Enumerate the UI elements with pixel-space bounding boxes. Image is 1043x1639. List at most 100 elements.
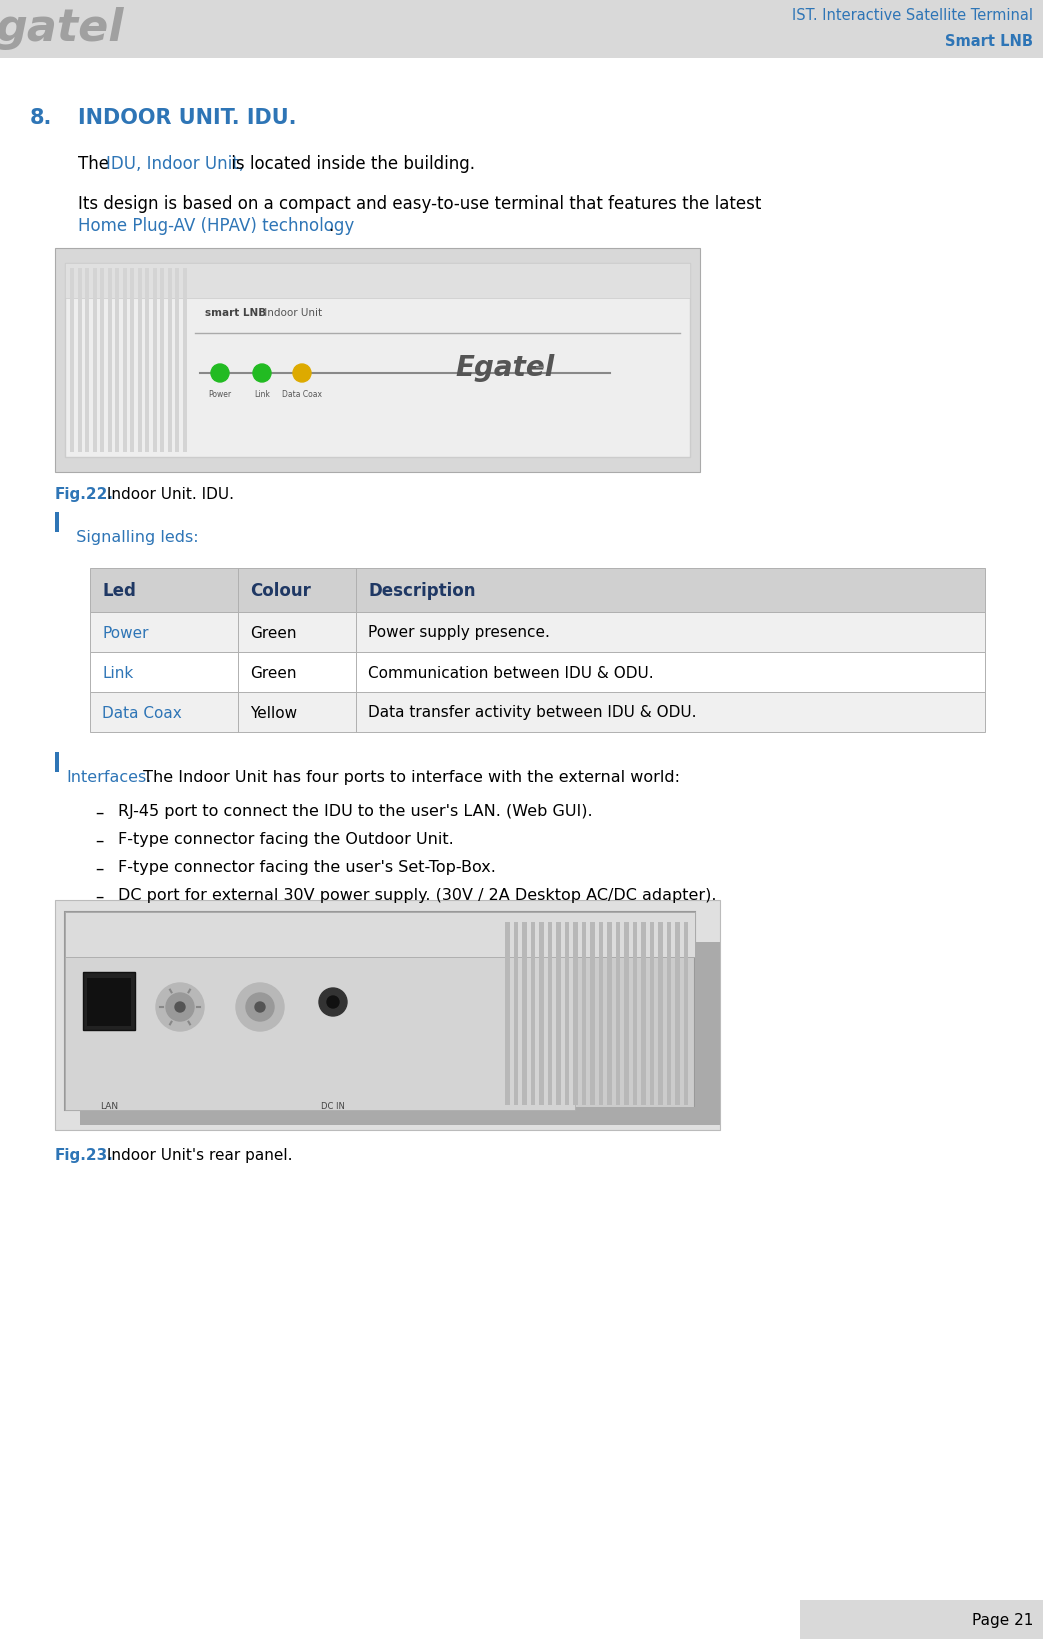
Bar bbox=[130, 269, 134, 452]
Text: Power supply presence.: Power supply presence. bbox=[368, 626, 550, 641]
Bar bbox=[175, 269, 179, 452]
Text: Home Plug-AV (HPAV) technology: Home Plug-AV (HPAV) technology bbox=[78, 216, 355, 234]
Text: Link: Link bbox=[254, 390, 270, 398]
Circle shape bbox=[254, 1001, 265, 1011]
Bar bbox=[145, 269, 149, 452]
Bar bbox=[77, 269, 81, 452]
Circle shape bbox=[166, 993, 194, 1021]
Bar bbox=[683, 923, 688, 1105]
Text: Indoor Unit's rear panel.: Indoor Unit's rear panel. bbox=[102, 1147, 292, 1164]
Text: Green: Green bbox=[250, 626, 296, 641]
Text: gatel: gatel bbox=[0, 8, 123, 51]
Text: F-type connector facing the user's Set-Top-Box.: F-type connector facing the user's Set-T… bbox=[118, 860, 495, 875]
Text: Smart LNB: Smart LNB bbox=[945, 34, 1033, 49]
Bar bbox=[168, 269, 171, 452]
Text: Description: Description bbox=[368, 582, 476, 600]
Text: Fig.23.: Fig.23. bbox=[55, 1147, 114, 1164]
Text: Green: Green bbox=[250, 665, 296, 680]
Bar bbox=[90, 652, 985, 692]
Text: Power: Power bbox=[209, 390, 232, 398]
Bar bbox=[582, 923, 586, 1105]
Text: Data Coax: Data Coax bbox=[102, 705, 181, 721]
Text: LAN: LAN bbox=[100, 1101, 118, 1111]
Bar bbox=[666, 923, 671, 1105]
Bar bbox=[539, 923, 543, 1105]
Bar bbox=[55, 900, 720, 1129]
Bar bbox=[160, 269, 164, 452]
Bar bbox=[599, 923, 603, 1105]
Bar bbox=[615, 923, 620, 1105]
Bar bbox=[65, 911, 695, 1110]
Circle shape bbox=[236, 983, 284, 1031]
Circle shape bbox=[328, 997, 339, 1008]
Bar bbox=[658, 923, 662, 1105]
Text: smart LNB: smart LNB bbox=[205, 308, 266, 318]
Bar bbox=[800, 1600, 1043, 1639]
Text: –: – bbox=[535, 359, 544, 377]
Bar bbox=[65, 957, 575, 1110]
Bar bbox=[641, 923, 646, 1105]
Circle shape bbox=[211, 364, 229, 382]
Text: .: . bbox=[328, 216, 334, 234]
Bar bbox=[65, 262, 690, 457]
Text: Indoor Unit. IDU.: Indoor Unit. IDU. bbox=[102, 487, 234, 502]
Bar bbox=[87, 978, 131, 1026]
Bar bbox=[556, 923, 560, 1105]
Bar bbox=[80, 1106, 720, 1124]
Text: DC port for external 30V power supply. (30V / 2A Desktop AC/DC adapter).: DC port for external 30V power supply. (… bbox=[118, 888, 717, 903]
Text: F-type connector facing the Outdoor Unit.: F-type connector facing the Outdoor Unit… bbox=[118, 833, 454, 847]
Bar bbox=[152, 269, 156, 452]
Text: Egatel: Egatel bbox=[455, 354, 554, 382]
Circle shape bbox=[293, 364, 311, 382]
Text: Data Coax: Data Coax bbox=[282, 390, 322, 398]
Text: Communication between IDU & ODU.: Communication between IDU & ODU. bbox=[368, 665, 654, 680]
Bar bbox=[632, 923, 637, 1105]
Text: INDOOR UNIT. IDU.: INDOOR UNIT. IDU. bbox=[78, 108, 296, 128]
Text: IST. Interactive Satellite Terminal: IST. Interactive Satellite Terminal bbox=[792, 8, 1033, 23]
Text: The: The bbox=[78, 156, 115, 174]
Circle shape bbox=[246, 993, 274, 1021]
Bar bbox=[675, 923, 679, 1105]
Text: Yellow: Yellow bbox=[250, 705, 297, 721]
Bar bbox=[138, 269, 142, 452]
Text: Led: Led bbox=[102, 582, 136, 600]
Text: Its design is based on a compact and easy-to-use terminal that features the late: Its design is based on a compact and eas… bbox=[78, 195, 761, 213]
Text: The Indoor Unit has four ports to interface with the external world:: The Indoor Unit has four ports to interf… bbox=[138, 770, 680, 785]
Text: Data transfer activity between IDU & ODU.: Data transfer activity between IDU & ODU… bbox=[368, 705, 697, 721]
Bar bbox=[65, 911, 695, 957]
Bar bbox=[573, 923, 578, 1105]
Bar bbox=[522, 923, 527, 1105]
Circle shape bbox=[253, 364, 271, 382]
Bar bbox=[513, 923, 518, 1105]
Bar bbox=[107, 269, 112, 452]
Text: Power: Power bbox=[102, 626, 148, 641]
Bar bbox=[183, 269, 187, 452]
Bar bbox=[55, 752, 59, 772]
Circle shape bbox=[319, 988, 347, 1016]
Text: Fig.22.: Fig.22. bbox=[55, 487, 114, 502]
Text: 8.: 8. bbox=[30, 108, 52, 128]
Bar bbox=[531, 923, 535, 1105]
Bar bbox=[115, 269, 119, 452]
Text: –: – bbox=[95, 805, 103, 823]
Text: IDU, Indoor Unit,: IDU, Indoor Unit, bbox=[106, 156, 244, 174]
Text: Page 21: Page 21 bbox=[972, 1613, 1033, 1628]
Bar bbox=[55, 247, 700, 472]
Text: Colour: Colour bbox=[250, 582, 311, 600]
Text: Link: Link bbox=[102, 665, 134, 680]
Bar bbox=[695, 942, 720, 1124]
Bar bbox=[83, 972, 135, 1029]
Bar bbox=[55, 511, 59, 533]
Bar bbox=[84, 269, 89, 452]
Bar bbox=[624, 923, 629, 1105]
Circle shape bbox=[156, 983, 204, 1031]
Bar bbox=[90, 569, 985, 611]
Text: –: – bbox=[95, 888, 103, 906]
Bar bbox=[505, 923, 509, 1105]
Text: Interfaces.: Interfaces. bbox=[66, 770, 151, 785]
Bar bbox=[100, 269, 104, 452]
Bar bbox=[607, 923, 611, 1105]
Bar bbox=[0, 0, 1043, 57]
Bar bbox=[90, 692, 985, 733]
Text: Signalling leds:: Signalling leds: bbox=[66, 529, 198, 546]
